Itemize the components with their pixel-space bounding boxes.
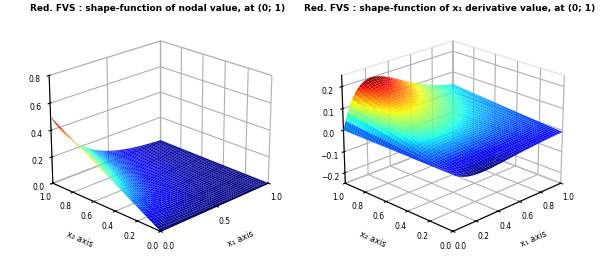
- X-axis label: x₁ axis: x₁ axis: [226, 230, 256, 249]
- Title: Red. FVS : shape-function of x₁ derivative value, at (0; 1): Red. FVS : shape-function of x₁ derivati…: [304, 4, 595, 13]
- Y-axis label: x₂ axis: x₂ axis: [66, 230, 95, 249]
- Y-axis label: x₂ axis: x₂ axis: [358, 230, 387, 249]
- Title: Red. FVS : shape-function of nodal value, at (0; 1): Red. FVS : shape-function of nodal value…: [30, 4, 285, 13]
- X-axis label: x₁ axis: x₁ axis: [519, 230, 548, 249]
